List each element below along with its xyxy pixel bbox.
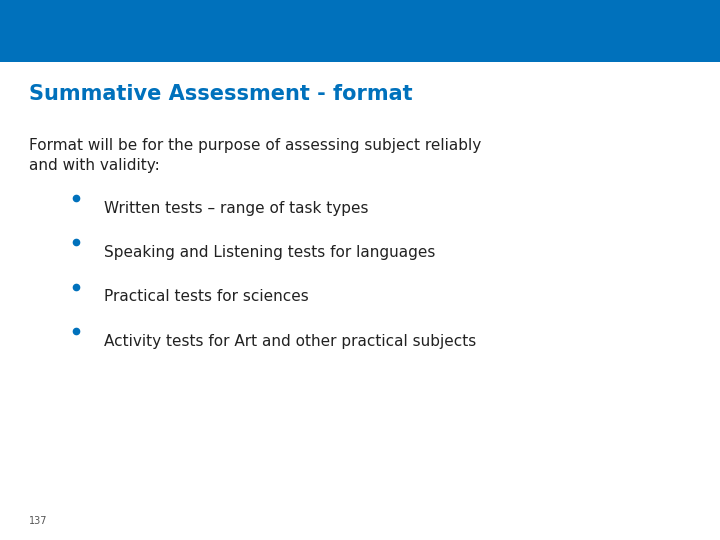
- Text: Format will be for the purpose of assessing subject reliably
and with validity:: Format will be for the purpose of assess…: [29, 138, 481, 173]
- Text: Summative Assessment - format: Summative Assessment - format: [29, 84, 413, 104]
- Text: Practical tests for sciences: Practical tests for sciences: [104, 289, 309, 305]
- Text: Activity tests for Art and other practical subjects: Activity tests for Art and other practic…: [104, 334, 477, 349]
- Text: Speaking and Listening tests for languages: Speaking and Listening tests for languag…: [104, 245, 436, 260]
- Text: 137: 137: [29, 516, 48, 526]
- FancyBboxPatch shape: [0, 0, 720, 62]
- Text: Written tests – range of task types: Written tests – range of task types: [104, 201, 369, 216]
